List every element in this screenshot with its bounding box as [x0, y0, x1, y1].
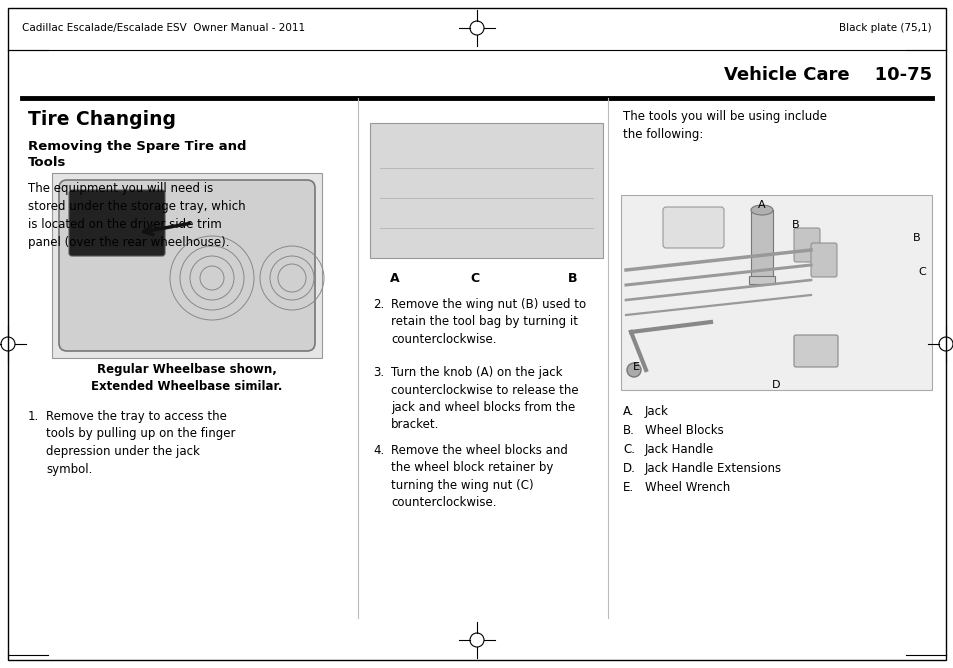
Text: E: E — [632, 362, 639, 372]
Text: The equipment you will need is
stored under the storage tray, which
is located o: The equipment you will need is stored un… — [28, 182, 245, 249]
Text: D.: D. — [622, 462, 636, 475]
Bar — [370, 123, 602, 258]
Text: Jack Handle: Jack Handle — [644, 443, 714, 456]
Bar — [750, 210, 772, 280]
Text: B: B — [912, 233, 920, 243]
Text: Cadillac Escalade/Escalade ESV  Owner Manual - 2011: Cadillac Escalade/Escalade ESV Owner Man… — [22, 23, 305, 33]
Text: Regular Wheelbase shown,
Extended Wheelbase similar.: Regular Wheelbase shown, Extended Wheelb… — [91, 363, 282, 393]
Text: Turn the knob (A) on the jack
counterclockwise to release the
jack and wheel blo: Turn the knob (A) on the jack counterclo… — [391, 366, 578, 432]
Text: C: C — [470, 272, 479, 285]
Text: The tools you will be using include
the following:: The tools you will be using include the … — [622, 110, 826, 141]
Text: A: A — [758, 200, 765, 210]
Text: D: D — [771, 380, 780, 390]
Text: Wheel Wrench: Wheel Wrench — [644, 481, 729, 494]
Bar — [620, 195, 931, 390]
Circle shape — [626, 363, 640, 377]
Text: Tire Changing: Tire Changing — [28, 110, 175, 129]
Text: E.: E. — [622, 481, 634, 494]
Text: Removing the Spare Tire and
Tools: Removing the Spare Tire and Tools — [28, 140, 246, 170]
Text: 3.: 3. — [373, 366, 384, 379]
FancyBboxPatch shape — [810, 243, 836, 277]
FancyBboxPatch shape — [69, 190, 165, 256]
Text: Wheel Blocks: Wheel Blocks — [644, 424, 723, 437]
Text: Vehicle Care    10-75: Vehicle Care 10-75 — [723, 66, 931, 84]
Text: Black plate (75,1): Black plate (75,1) — [839, 23, 931, 33]
Text: 4.: 4. — [373, 444, 384, 457]
Bar — [748, 276, 774, 284]
Bar — [52, 173, 322, 358]
Text: Remove the tray to access the
tools by pulling up on the finger
depression under: Remove the tray to access the tools by p… — [46, 410, 235, 476]
Text: 1.: 1. — [28, 410, 39, 423]
Text: B: B — [567, 272, 577, 285]
Ellipse shape — [750, 205, 772, 215]
Text: A.: A. — [622, 405, 634, 418]
Text: A: A — [390, 272, 399, 285]
Text: 2.: 2. — [373, 298, 384, 311]
FancyBboxPatch shape — [59, 180, 314, 351]
Text: Remove the wheel blocks and
the wheel block retainer by
turning the wing nut (C): Remove the wheel blocks and the wheel bl… — [391, 444, 567, 510]
Text: Remove the wing nut (B) used to
retain the tool bag by turning it
counterclockwi: Remove the wing nut (B) used to retain t… — [391, 298, 585, 346]
FancyBboxPatch shape — [662, 207, 723, 248]
Text: B.: B. — [622, 424, 634, 437]
Text: Jack: Jack — [644, 405, 668, 418]
Text: C: C — [917, 267, 925, 277]
FancyBboxPatch shape — [793, 228, 820, 262]
Text: B: B — [791, 220, 799, 230]
FancyBboxPatch shape — [793, 335, 837, 367]
Text: C.: C. — [622, 443, 635, 456]
Text: Jack Handle Extensions: Jack Handle Extensions — [644, 462, 781, 475]
